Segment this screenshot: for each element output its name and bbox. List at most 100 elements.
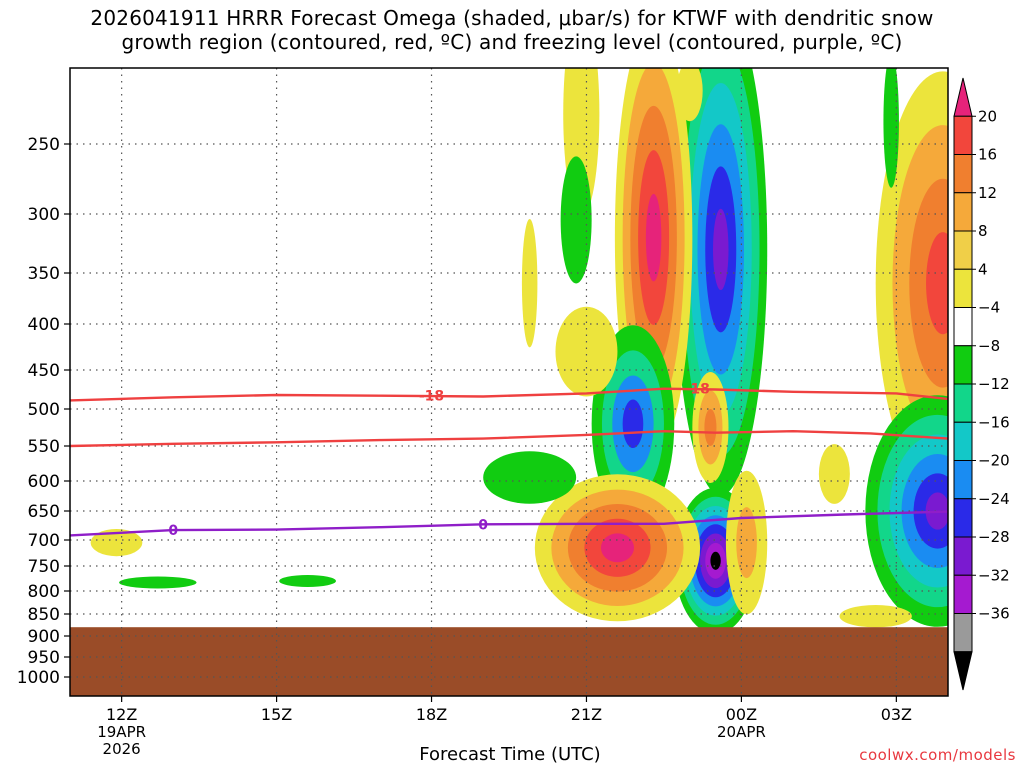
small-sinking-3 — [555, 306, 618, 397]
small-rising-5-level-0 — [483, 451, 577, 504]
colorbar-label-7: −12 — [978, 375, 1010, 393]
plot-frame — [69, 67, 949, 697]
y-tick-label-1000: 1000 — [17, 668, 60, 688]
colorbar-bin-10 — [953, 460, 973, 500]
x-tick-label-15Z: 15Z — [261, 705, 292, 724]
rising-core-upper-level-5 — [713, 208, 729, 291]
y-tick-label-500: 500 — [28, 400, 60, 420]
y-tick-label-700: 700 — [28, 531, 60, 551]
x-tick-sublabel-12Z-1: 2026 — [103, 740, 141, 758]
y-tick-label-850: 850 — [28, 605, 60, 625]
small-sinking-4 — [818, 444, 850, 504]
sinking-core-low-level-4 — [600, 533, 634, 563]
colorbar-bin-12 — [953, 536, 973, 576]
chart-title: 2026041911 HRRR Forecast Omega (shaded, … — [0, 6, 1024, 54]
colorbar: 20 16 12 8 4 −4 −8 −12 −16 −20 −24 −28 −32 −36 — [953, 77, 1010, 691]
y-tick-label-650: 650 — [28, 502, 60, 522]
colorbar-bin-0 — [953, 77, 973, 117]
y-tick-label-300: 300 — [28, 205, 60, 225]
small-rising-5 — [483, 451, 577, 504]
contour-dgz-minus18 — [70, 387, 948, 402]
colorbar-bin-3 — [953, 192, 973, 232]
rising-core-low-level-7 — [710, 551, 721, 570]
contour-label-dgz-minus18: -18 — [419, 389, 444, 405]
contour-dgz-minus12 — [70, 430, 948, 448]
sinking-core-low — [534, 474, 701, 622]
x-tick-label-18Z: 18Z — [416, 705, 447, 724]
sinking-cell-mid-level-2 — [704, 409, 717, 446]
y-tick-label-550: 550 — [28, 437, 60, 457]
x-tick-label-21Z: 21Z — [571, 705, 602, 724]
x-axis-label: Forecast Time (UTC) — [419, 744, 601, 765]
y-tick-label-750: 750 — [28, 557, 60, 577]
y-tick-label-950: 950 — [28, 648, 60, 668]
small-sinking-4-level-0 — [818, 444, 850, 504]
colorbar-label-4: 4 — [978, 260, 988, 278]
colorbar-bin-11 — [953, 498, 973, 538]
small-sinking-6-level-0 — [90, 529, 143, 557]
y-axis: 2503003504004505005506006507007508008509… — [17, 135, 70, 688]
colorbar-label-0: 20 — [978, 107, 997, 125]
x-tick-label-03Z: 03Z — [881, 705, 912, 724]
colorbar-label-9: −20 — [978, 452, 1010, 470]
colorbar-bin-6 — [953, 307, 973, 347]
contour-label-freezing-level-0-b: 0 — [478, 517, 488, 533]
colorbar-bin-7 — [953, 345, 973, 385]
colorbar-label-5: −4 — [978, 299, 1000, 317]
colorbar-label-3: 8 — [978, 222, 988, 240]
terrain-fill — [70, 627, 948, 696]
colorbar-label-13: −36 — [978, 605, 1010, 623]
colorbar-label-11: −28 — [978, 528, 1010, 546]
y-tick-label-900: 900 — [28, 627, 60, 647]
colorbar-label-10: −24 — [978, 490, 1010, 508]
small-sinking-2 — [521, 219, 538, 348]
colorbar-bin-13 — [953, 574, 973, 614]
small-sinking-7-level-0 — [839, 605, 912, 628]
small-rising-2 — [883, 68, 899, 188]
title-line-1: 2026041911 HRRR Forecast Omega (shaded, … — [90, 6, 934, 30]
colorbar-label-2: 12 — [978, 184, 997, 202]
grid-lines — [70, 68, 948, 696]
colorbar-bin-14 — [953, 613, 973, 653]
y-tick-label-450: 450 — [28, 361, 60, 381]
y-tick-label-350: 350 — [28, 264, 60, 284]
y-tick-label-250: 250 — [28, 135, 60, 155]
small-rising-2-level-0 — [883, 68, 899, 188]
sinking-core-upper-level-4 — [645, 193, 662, 282]
rising-band-mid-level-3 — [622, 399, 644, 449]
small-sinking-5 — [676, 68, 703, 122]
credit-link[interactable]: coolwx.com/models — [859, 746, 1016, 764]
contour-lines: -18 18 0 0 — [70, 382, 948, 539]
x-tick-sublabel-00Z-0: 20APR — [717, 723, 766, 741]
small-rising-1 — [560, 156, 592, 284]
rising-core-upper — [674, 68, 768, 496]
colorbar-bin-9 — [953, 421, 973, 461]
colorbar-label-12: −32 — [978, 566, 1010, 584]
small-sinking-2-level-0 — [521, 219, 538, 348]
sinking-core-upper — [614, 68, 693, 454]
terrain-block — [70, 627, 948, 696]
colorbar-bin-1 — [953, 115, 973, 155]
small-sinking-5-level-0 — [676, 68, 703, 122]
colorbar-bin-15 — [953, 651, 973, 691]
sinking-cell-post-level-1 — [736, 507, 757, 579]
contour-freezing-level-0 — [70, 510, 948, 537]
colorbar-label-8: −16 — [978, 413, 1010, 431]
y-tick-label-600: 600 — [28, 472, 60, 492]
y-tick-label-800: 800 — [28, 582, 60, 602]
small-rising-3-level-0 — [119, 576, 197, 589]
small-sinking-3-level-0 — [555, 306, 618, 397]
sinking-east-upper-level-3 — [926, 232, 948, 335]
contour-label-dgz-minus18-upper-label: 18 — [690, 382, 709, 398]
colorbar-bin-5 — [953, 268, 973, 308]
small-rising-1-level-0 — [560, 156, 592, 284]
x-tick-sublabel-12Z-0: 19APR — [97, 723, 146, 741]
small-rising-3 — [119, 576, 197, 589]
x-tick-label-00Z: 00Z — [726, 705, 757, 724]
sinking-cell-mid — [692, 372, 729, 483]
colorbar-bin-2 — [953, 154, 973, 194]
contour-label-freezing-level-0: 0 — [168, 523, 178, 539]
colorbar-bin-8 — [953, 383, 973, 423]
